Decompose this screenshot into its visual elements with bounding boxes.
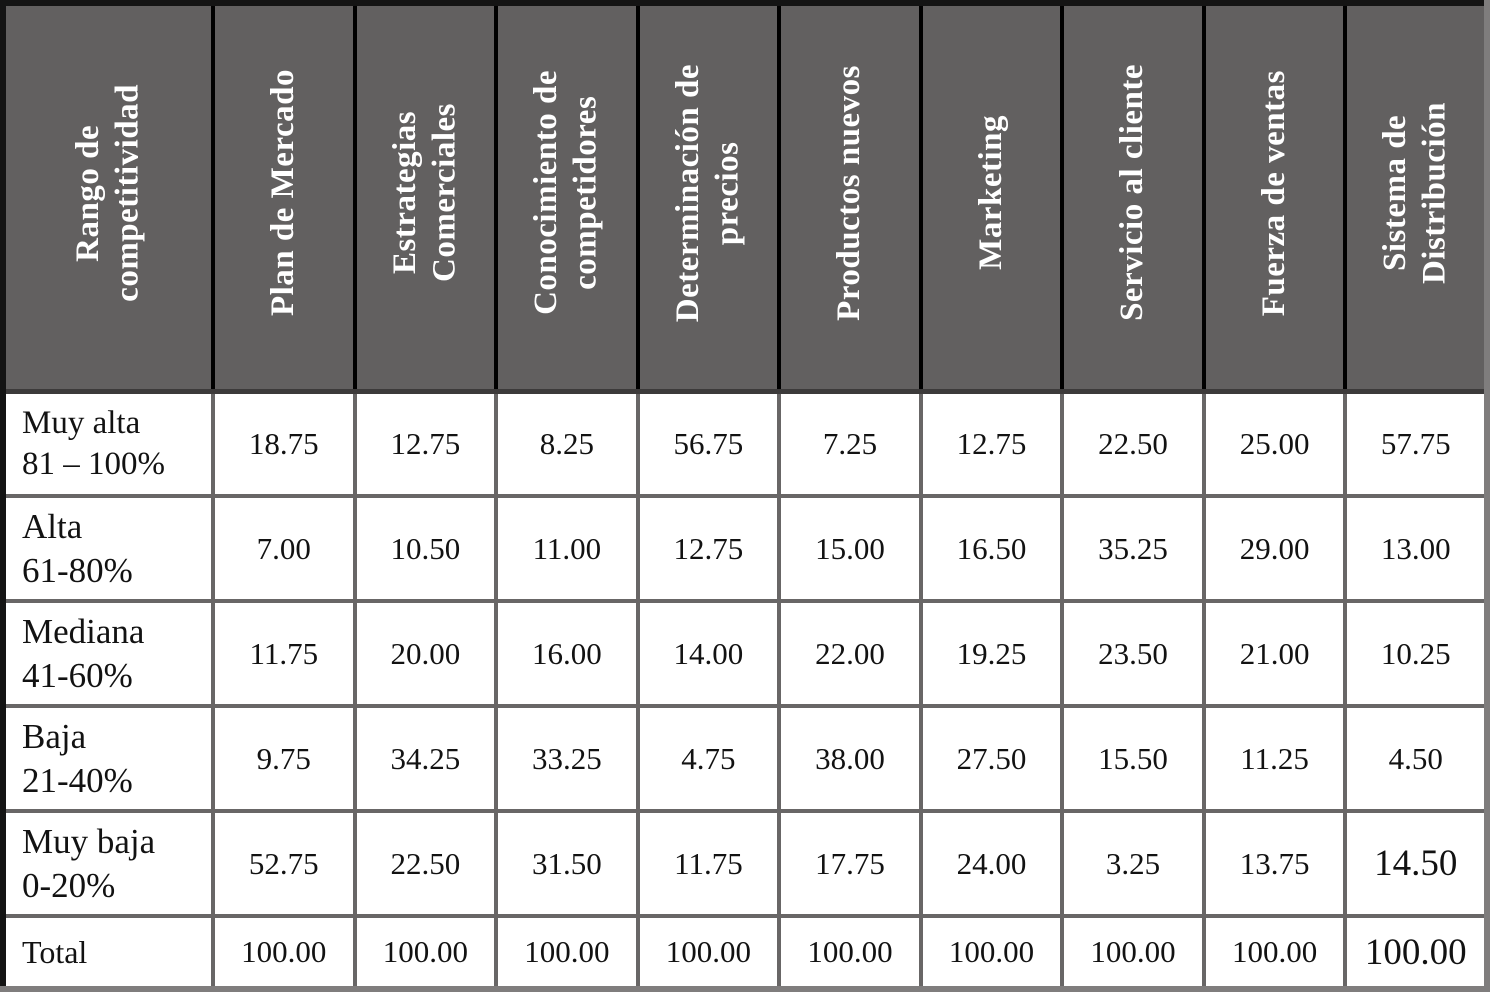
- value-cell: 18.75: [211, 388, 357, 499]
- column-header-cell: Conocimiento de competidores: [494, 3, 640, 394]
- value-cell: 13.75: [1201, 809, 1348, 919]
- value-cell: 100.00: [635, 914, 782, 991]
- column-header-label: Servicio al cliente: [1114, 64, 1151, 322]
- table-body: Muy alta 81 – 100% 18.75 12.75 8.25 56.75 7.2…: [1, 388, 1489, 991]
- row-label-cell: Muy baja 0-20%: [1, 809, 215, 919]
- value-cell: 100.00: [1201, 914, 1348, 991]
- value-cell: 14.50: [1343, 809, 1489, 919]
- value-cell: 15.50: [1060, 704, 1206, 814]
- value-cell: 29.00: [1201, 494, 1348, 604]
- value-cell: 11.00: [494, 494, 640, 604]
- value-cell: 52.75: [211, 809, 357, 919]
- column-header-label: Marketing: [972, 115, 1009, 271]
- column-header-cell: Estrategias Comerciales: [352, 3, 499, 394]
- value-cell: 38.00: [777, 704, 923, 814]
- value-cell: 24.00: [918, 809, 1065, 919]
- value-cell: 10.25: [1343, 599, 1489, 709]
- value-cell: 33.25: [494, 704, 640, 814]
- value-cell: 7.25: [777, 388, 923, 499]
- value-cell: 23.50: [1060, 599, 1206, 709]
- value-cell: 22.50: [1060, 388, 1206, 499]
- table-row: Mediana 41-60% 11.75 20.00 16.00 14.00 22.00 1…: [1, 599, 1489, 709]
- column-header-cell: Servicio al cliente: [1060, 3, 1206, 394]
- value-cell: 16.00: [494, 599, 640, 709]
- table-header: Rango de competitividad Plan de Mercado Es…: [1, 3, 1489, 394]
- value-cell: 19.25: [918, 599, 1065, 709]
- column-header-cell: Productos nuevos: [777, 3, 923, 394]
- value-cell: 11.75: [211, 599, 357, 709]
- header-row: Rango de competitividad Plan de Mercado Es…: [1, 3, 1489, 394]
- column-header-label: Sistema de Distribución: [1377, 101, 1453, 284]
- row-label-cell: Mediana 41-60%: [1, 599, 215, 709]
- value-cell: 15.00: [777, 494, 923, 604]
- table-row: Alta 61-80% 7.00 10.50 11.00 12.75 15.00 16.50…: [1, 494, 1489, 604]
- value-cell: 27.50: [918, 704, 1065, 814]
- value-cell: 100.00: [1343, 914, 1489, 991]
- value-cell: 20.00: [352, 599, 499, 709]
- value-cell: 35.25: [1060, 494, 1206, 604]
- column-header-cell: Rango de competitividad: [1, 3, 215, 394]
- value-cell: 12.75: [918, 388, 1065, 499]
- column-header-cell: Marketing: [918, 3, 1065, 394]
- column-header-label: Estrategias Comerciales: [386, 103, 463, 283]
- row-label-cell: Baja 21-40%: [1, 704, 215, 814]
- column-header-cell: Sistema de Distribución: [1343, 3, 1489, 394]
- value-cell: 11.75: [635, 809, 782, 919]
- value-cell: 22.00: [777, 599, 923, 709]
- value-cell: 8.25: [494, 388, 640, 499]
- value-cell: 16.50: [918, 494, 1065, 604]
- value-cell: 22.50: [352, 809, 499, 919]
- column-header-cell: Determinación de precios: [635, 3, 782, 394]
- value-cell: 56.75: [635, 388, 782, 499]
- table-row: Total 100.00 100.00 100.00 100.00 100.00 100.0…: [1, 914, 1489, 991]
- table-row: Muy alta 81 – 100% 18.75 12.75 8.25 56.75 7.2…: [1, 388, 1489, 499]
- value-cell: 100.00: [352, 914, 499, 991]
- value-cell: 12.75: [635, 494, 782, 604]
- column-header-label: Conocimiento de competidores: [528, 70, 604, 316]
- value-cell: 17.75: [777, 809, 923, 919]
- row-label-cell: Muy alta 81 – 100%: [1, 388, 215, 499]
- value-cell: 100.00: [918, 914, 1065, 991]
- column-header-label: Rango de competitividad: [69, 83, 146, 302]
- value-cell: 14.00: [635, 599, 782, 709]
- table-row: Baja 21-40% 9.75 34.25 33.25 4.75 38.00 27.50 1…: [1, 704, 1489, 814]
- value-cell: 10.50: [352, 494, 499, 604]
- value-cell: 4.75: [635, 704, 782, 814]
- column-header-cell: Plan de Mercado: [211, 3, 357, 394]
- column-header-label: Determinación de precios: [669, 63, 746, 322]
- value-cell: 11.25: [1201, 704, 1348, 814]
- value-cell: 100.00: [494, 914, 640, 991]
- value-cell: 25.00: [1201, 388, 1348, 499]
- value-cell: 9.75: [211, 704, 357, 814]
- table-row: Muy baja 0-20% 52.75 22.50 31.50 11.75 17.75 2…: [1, 809, 1489, 919]
- column-header-cell: Fuerza de ventas: [1201, 3, 1348, 394]
- value-cell: 100.00: [211, 914, 357, 991]
- value-cell: 57.75: [1343, 388, 1489, 499]
- row-label-cell: Alta 61-80%: [1, 494, 215, 604]
- value-cell: 34.25: [352, 704, 499, 814]
- value-cell: 13.00: [1343, 494, 1489, 604]
- value-cell: 100.00: [1060, 914, 1206, 991]
- row-label-cell: Total: [1, 914, 215, 991]
- value-cell: 31.50: [494, 809, 640, 919]
- column-header-label: Plan de Mercado: [264, 69, 301, 317]
- value-cell: 21.00: [1201, 599, 1348, 709]
- value-cell: 7.00: [211, 494, 357, 604]
- value-cell: 3.25: [1060, 809, 1206, 919]
- value-cell: 100.00: [777, 914, 923, 991]
- column-header-label: Fuerza de ventas: [1255, 69, 1292, 316]
- value-cell: 4.50: [1343, 704, 1489, 814]
- value-cell: 12.75: [352, 388, 499, 499]
- column-header-label: Productos nuevos: [831, 64, 868, 321]
